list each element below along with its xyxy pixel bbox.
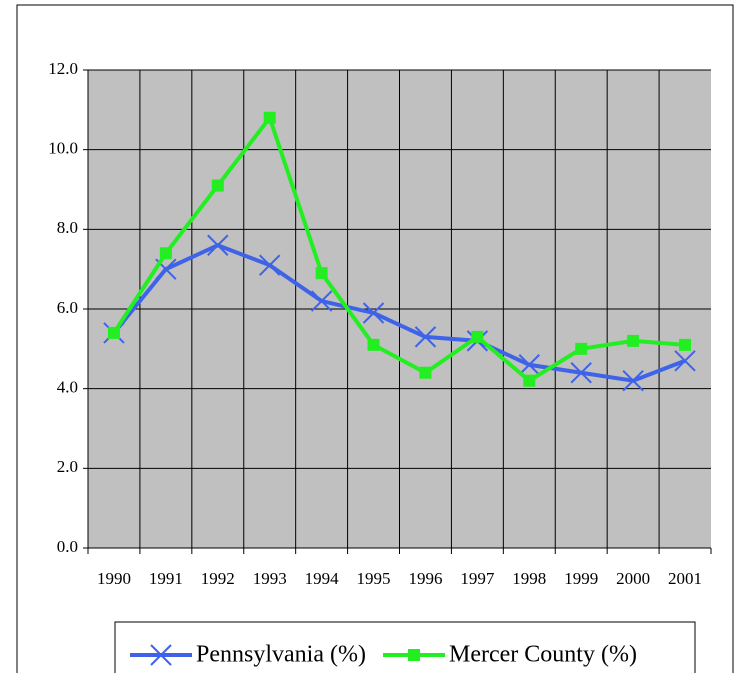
point-marker: [679, 338, 692, 351]
x-tick-label: 1997: [460, 569, 495, 588]
x-tick-label: 2000: [616, 569, 650, 588]
point-marker: [207, 234, 229, 256]
y-tick-label: 2.0: [57, 457, 78, 476]
y-tick-label: 6.0: [57, 298, 78, 317]
legend-label: Mercer County (%): [449, 642, 637, 668]
y-tick-label: 12.0: [48, 59, 78, 78]
x-tick-label: 1999: [564, 569, 598, 588]
series-line: [112, 113, 686, 384]
y-tick-label: 4.0: [57, 378, 78, 397]
point-marker: [362, 302, 385, 324]
point-marker: [159, 247, 172, 260]
x-tick-label: 1995: [357, 569, 391, 588]
grid: [83, 69, 712, 554]
point-marker: [367, 338, 380, 351]
point-marker: [674, 350, 696, 372]
lines: [103, 111, 696, 392]
point-marker: [575, 342, 588, 355]
point-marker: [471, 330, 484, 343]
x-tick-label: 1992: [201, 569, 235, 588]
point-marker: [263, 111, 276, 124]
y-tick-label: 0.0: [57, 537, 78, 556]
point-marker: [419, 366, 432, 379]
point-marker: [107, 326, 120, 339]
y-tick-label: 8.0: [57, 218, 78, 237]
point-marker: [259, 254, 281, 276]
point-marker: [211, 179, 224, 192]
point-marker: [518, 354, 540, 376]
x-tick-label: 1993: [253, 569, 287, 588]
x-tick-label: 1994: [305, 569, 340, 588]
x-tick-label: 1990: [97, 569, 131, 588]
point-marker: [570, 362, 592, 384]
y-tick-label: 10.0: [48, 139, 78, 158]
legend-box: [114, 621, 696, 673]
legend-label: Pennsylvania (%): [196, 642, 366, 668]
x-tick-label: 1996: [408, 569, 442, 588]
x-tick-label: 1991: [149, 569, 183, 588]
point-marker: [414, 326, 437, 348]
point-marker: [315, 267, 328, 280]
point-marker: [622, 369, 644, 392]
legend-marker: [408, 649, 420, 661]
legend-marker: [150, 644, 172, 666]
series-line: [112, 243, 686, 383]
point-marker: [627, 334, 640, 347]
point-marker: [310, 290, 333, 312]
point-marker: [523, 374, 536, 387]
x-tick-label: 2001: [668, 569, 702, 588]
x-tick-label: 1998: [512, 569, 546, 588]
